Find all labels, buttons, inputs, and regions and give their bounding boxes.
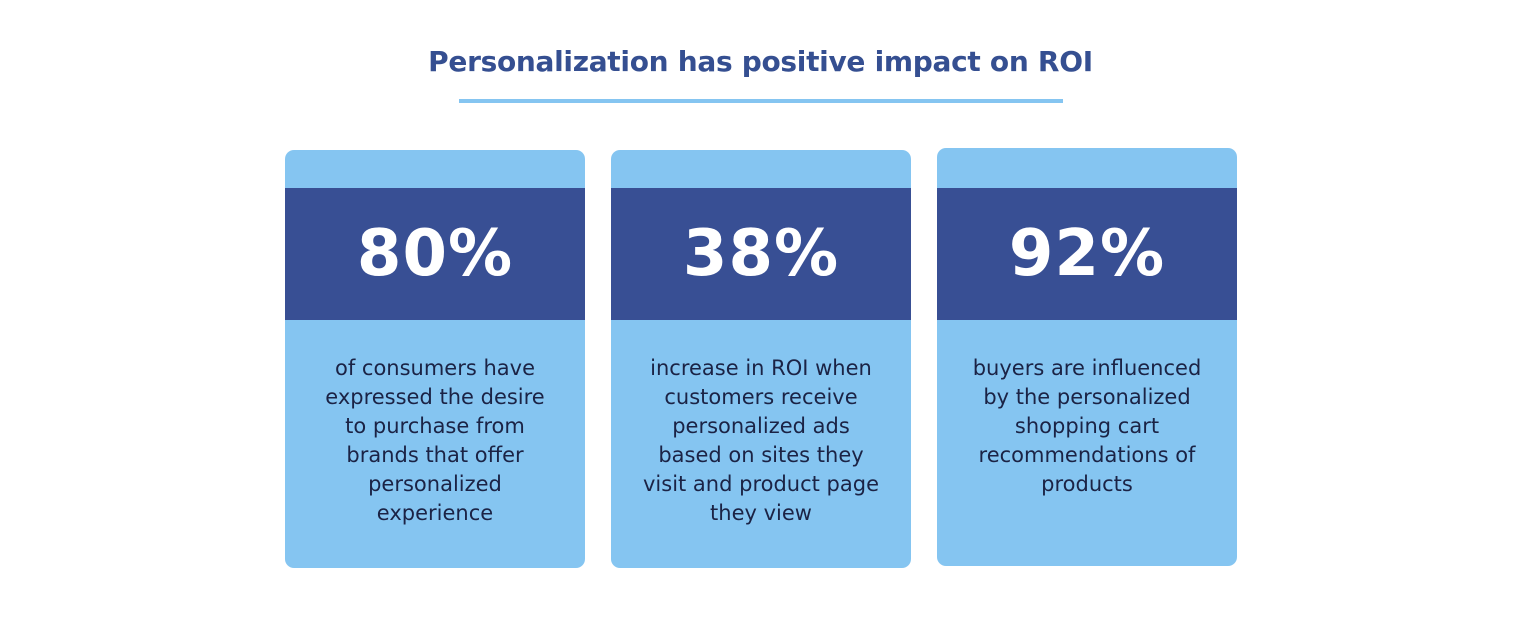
description-line: they view xyxy=(710,501,812,525)
description-line: personalized xyxy=(368,472,502,496)
stat-card-roi: 38% increase in ROI when customers recei… xyxy=(611,150,911,568)
stat-card-consumers: 80% of consumers have expressed the desi… xyxy=(285,150,585,568)
stat-value: 38% xyxy=(682,217,840,291)
description-line: increase in ROI when xyxy=(650,356,872,380)
stat-card-buyers: 92% buyers are influenced by the persona… xyxy=(937,148,1237,566)
description-line: based on sites they xyxy=(658,443,864,467)
description-line: visit and product page xyxy=(642,472,880,496)
description-line: shopping cart xyxy=(1014,414,1160,438)
stat-value: 92% xyxy=(1008,217,1166,291)
description-line: products xyxy=(1041,472,1133,496)
description-line: by the personalized xyxy=(983,385,1191,409)
description-line: expressed the desire xyxy=(325,385,545,409)
description-line: to purchase from xyxy=(345,414,525,438)
description-line: experience xyxy=(376,501,494,525)
stat-value: 80% xyxy=(356,217,514,291)
stat-band: 38% xyxy=(611,188,911,320)
description-line: buyers are influenced xyxy=(972,356,1202,380)
description-line: personalized ads xyxy=(672,414,850,438)
page-title: Personalization has positive impact on R… xyxy=(428,45,1093,78)
stat-band: 80% xyxy=(285,188,585,320)
description-line: brands that offer xyxy=(346,443,524,467)
stat-description: of consumers have expressed the desire t… xyxy=(305,354,565,528)
description-line: customers receive xyxy=(664,385,858,409)
stat-description: buyers are influenced by the personalize… xyxy=(957,354,1217,499)
description-line: recommendations of xyxy=(978,443,1196,467)
stat-description: increase in ROI when customers receive p… xyxy=(631,354,891,528)
stat-band: 92% xyxy=(937,188,1237,320)
description-line: of consumers have xyxy=(334,356,536,380)
title-underline xyxy=(459,99,1063,103)
